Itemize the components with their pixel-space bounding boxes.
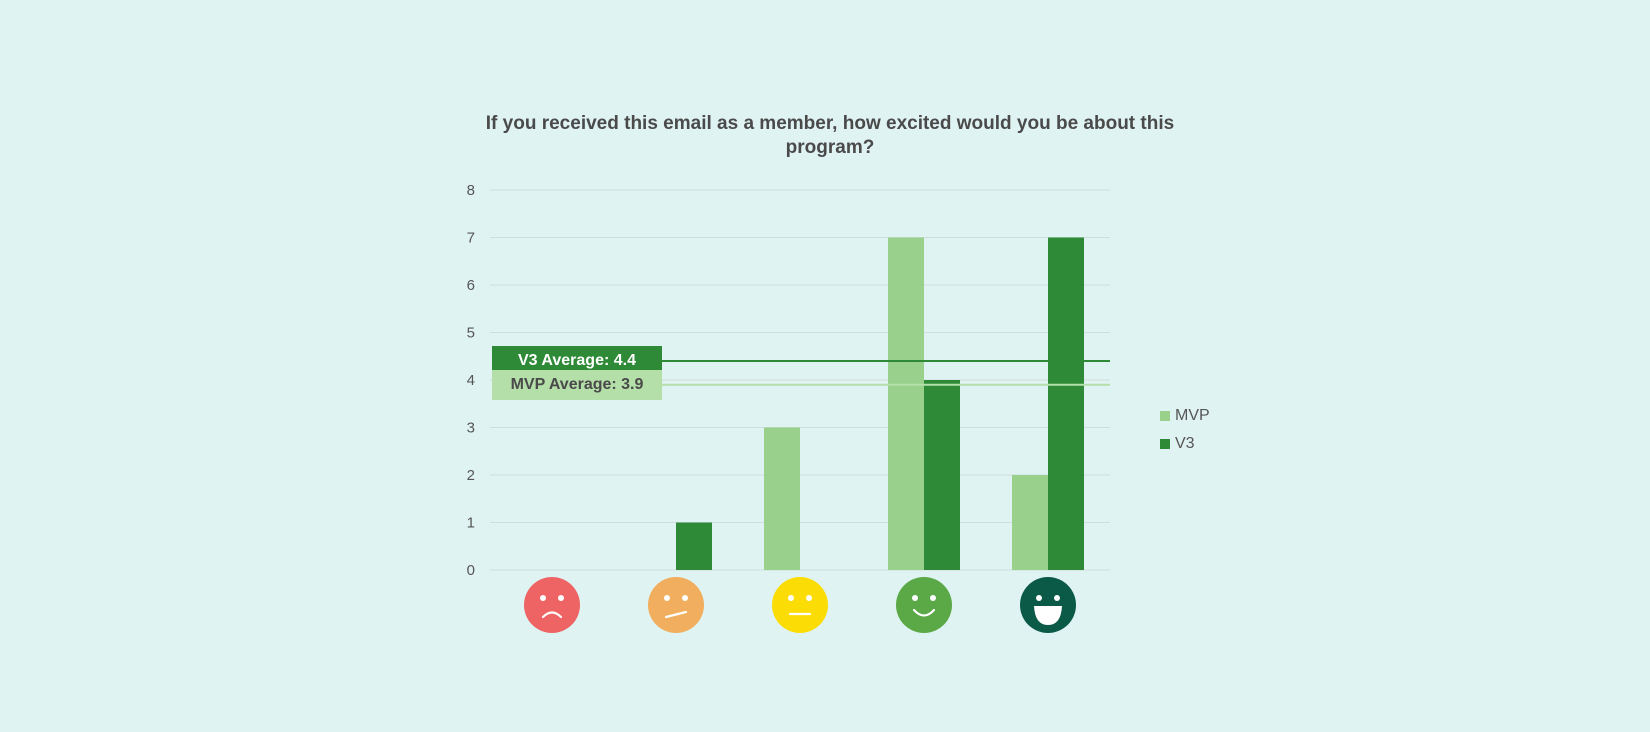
y-tick-label: 4 <box>467 372 475 389</box>
happy-face-icon <box>896 577 952 633</box>
bar-mvp-3 <box>888 237 924 570</box>
bar-v3-3 <box>924 380 960 570</box>
legend-label-v3: V3 <box>1175 435 1195 452</box>
legend-swatch-v3 <box>1160 439 1170 449</box>
legend-item-v3: V3 <box>1160 430 1210 458</box>
y-tick-label: 3 <box>467 420 475 437</box>
mvp-average-label: MVP Average: 3.9 <box>492 369 662 400</box>
legend-swatch-mvp <box>1160 411 1170 421</box>
y-tick-label: 6 <box>467 277 475 294</box>
very-happy-face-icon <box>1020 577 1076 633</box>
y-tick-label: 8 <box>467 182 475 199</box>
bar-mvp-2 <box>764 427 800 570</box>
chart-title: If you received this email as a member, … <box>485 113 1175 158</box>
legend-label-mvp: MVP <box>1175 407 1210 424</box>
bar-v3-4 <box>1048 237 1084 570</box>
y-tick-label: 5 <box>467 325 475 342</box>
legend-item-mvp: MVP <box>1160 402 1210 430</box>
y-tick-label: 2 <box>467 467 475 484</box>
y-tick-label: 0 <box>467 562 475 579</box>
slightly-unhappy-face-icon <box>648 577 704 633</box>
bar-mvp-4 <box>1012 475 1048 570</box>
y-tick-label: 1 <box>467 515 475 532</box>
bar-v3-1 <box>676 522 712 570</box>
legend: MVP V3 <box>1160 402 1210 458</box>
y-tick-label: 7 <box>467 230 475 247</box>
very-sad-face-icon <box>524 577 580 633</box>
neutral-face-icon <box>772 577 828 633</box>
